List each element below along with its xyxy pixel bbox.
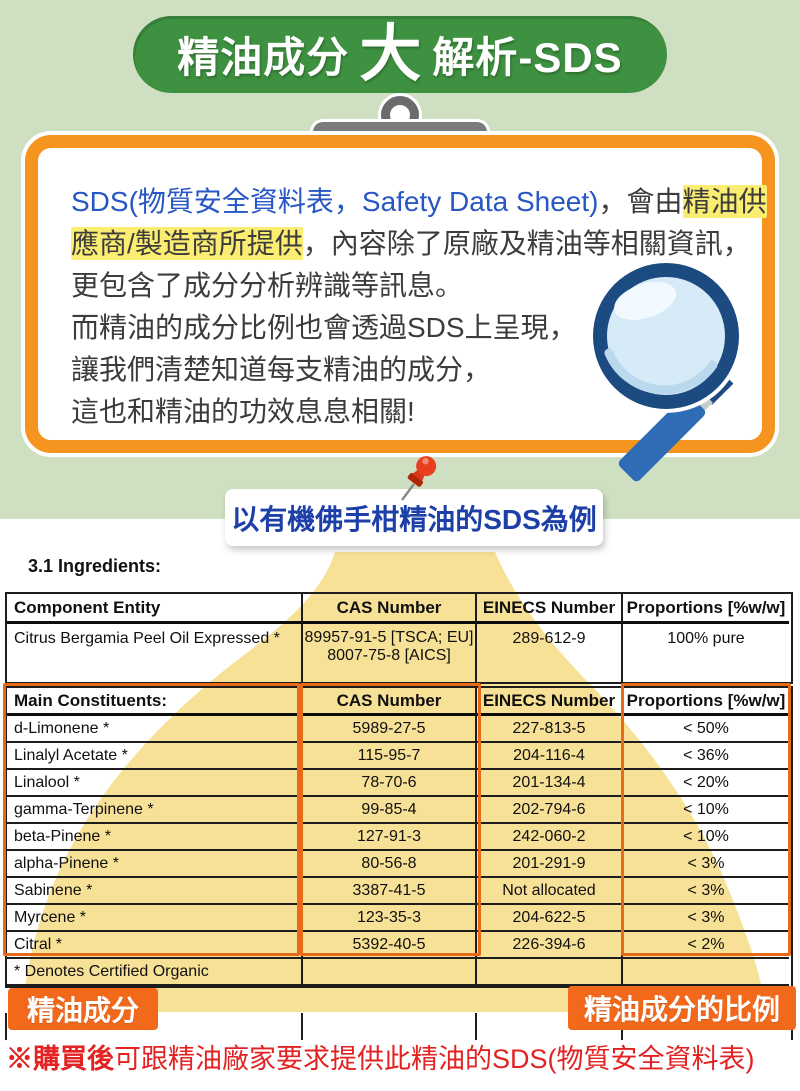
constituent-cas: 115-95-7: [303, 743, 477, 770]
annotation-box-cas: [300, 683, 481, 956]
card-line-5: 讓我們清楚知道每支精油的成分，: [71, 354, 492, 385]
card-line-2: 應商/製造商所提供，內容除了原廠及精油等相關資訊，: [71, 227, 751, 260]
constituent-einecs: Not allocated: [477, 878, 623, 905]
constituent-einecs: 201-134-4: [477, 770, 623, 797]
constituent-cas: 99-85-4: [303, 797, 477, 824]
title-part1: 精油成分: [177, 34, 350, 81]
ingredients-section-heading: 3.1 Ingredients:: [28, 556, 162, 576]
annotation-box-constituents: [3, 683, 300, 956]
card-line-1: SDS(物質安全資料表，Safety Data Sheet)，會由精油供: [71, 185, 767, 218]
constituent-proportion: < 36%: [623, 743, 789, 770]
constituent-cas: 3387-41-5: [303, 878, 477, 905]
constituent-cas: 5989-27-5: [303, 716, 477, 743]
constituent-einecs: 201-291-9: [477, 851, 623, 878]
card-line-3: 更包含了成分分析辨識等訊息。: [71, 270, 464, 301]
constituent-einecs: 242-060-2: [477, 824, 623, 851]
example-label: 以有機佛手柑精油的SDS為例: [225, 489, 603, 546]
sds-term-text: SDS(物質安全資料表，Safety Data Sheet): [71, 186, 599, 217]
constituent-proportion: < 3%: [623, 878, 789, 905]
constituent-cas: 127-91-3: [303, 824, 477, 851]
purchase-note-rest: 可跟精油廠家要求提供此精油的SDS(物質安全資料表): [114, 1044, 755, 1074]
spotlight-beam: [22, 552, 766, 1012]
callout-proportions: 精油成分的比例: [568, 986, 796, 1030]
constituent-einecs: 226-394-6: [477, 932, 623, 959]
constituent-cas: 123-35-3: [303, 905, 477, 932]
t2-header-proportions: Proportions [%w/w]: [623, 688, 789, 716]
constituent-proportion: < 50%: [623, 716, 789, 743]
card-line-6: 這也和精油的功效息息相關!: [71, 396, 415, 427]
constituent-cas: 5392-40-5: [303, 932, 477, 959]
constituent-einecs: 227-813-5: [477, 716, 623, 743]
title-part2: 解析-SDS: [432, 34, 623, 81]
constituent-proportion: < 10%: [623, 824, 789, 851]
t1-cell-einecs: 289-612-9: [477, 624, 623, 682]
t1-header-component: Component Entity: [7, 594, 303, 624]
page-title: 精油成分 大 解析-SDS: [133, 16, 667, 93]
card-line-4: 而精油的成分比例也會透過SDS上呈現，: [71, 312, 577, 343]
t1-header-einecs: EINECS Number: [477, 594, 623, 624]
ingredients-table: Component Entity CAS Number EINECS Numbe…: [5, 592, 793, 684]
purchase-note-bold: ※購買後: [6, 1044, 114, 1074]
constituent-cas: 80-56-8: [303, 851, 477, 878]
constituent-proportion: < 3%: [623, 851, 789, 878]
constituent-proportion: < 20%: [623, 770, 789, 797]
annotation-box-proportions: [621, 683, 791, 956]
magnifier-icon: [589, 259, 743, 482]
t1-cell-proportions: 100% pure: [667, 630, 745, 647]
constituent-proportion: < 10%: [623, 797, 789, 824]
constituent-proportion: < 3%: [623, 905, 789, 932]
highlight-supplier-2: 應商/製造商所提供: [71, 227, 303, 260]
constituent-einecs: 204-116-4: [477, 743, 623, 770]
sds-description-text: SDS(物質安全資料表，Safety Data Sheet)，會由精油供 應商/…: [71, 181, 767, 433]
constituent-cas: 78-70-6: [303, 770, 477, 797]
t1-cell-component: Citrus Bergamia Peel Oil Expressed *: [7, 624, 303, 682]
title-big-char: 大: [359, 19, 423, 89]
constituent-einecs: 202-794-6: [477, 797, 623, 824]
t1-header-cas: CAS Number: [303, 594, 477, 624]
t1-cell-cas: 89957-91-5 [TSCA; EU] 8007-75-8 [AICS]: [303, 624, 477, 682]
constituent-einecs: 204-622-5: [477, 905, 623, 932]
table-footnote: * Denotes Certified Organic: [7, 959, 303, 986]
t2-header-einecs: EINECS Number: [477, 688, 623, 716]
highlight-supplier-1: 精油供: [682, 185, 767, 218]
pushpin-icon: [401, 456, 437, 501]
t1-header-proportions: Proportions [%w/w]: [623, 594, 789, 624]
purchase-note: ※購買後可跟精油廠家要求提供此精油的SDS(物質安全資料表): [6, 1042, 798, 1076]
constituent-proportion: < 2%: [623, 932, 789, 959]
callout-ingredients: 精油成分: [8, 988, 158, 1030]
t2-header-cas: CAS Number: [303, 688, 477, 716]
constituents-table: Main Constituents: CAS Number EINECS Num…: [5, 686, 793, 988]
